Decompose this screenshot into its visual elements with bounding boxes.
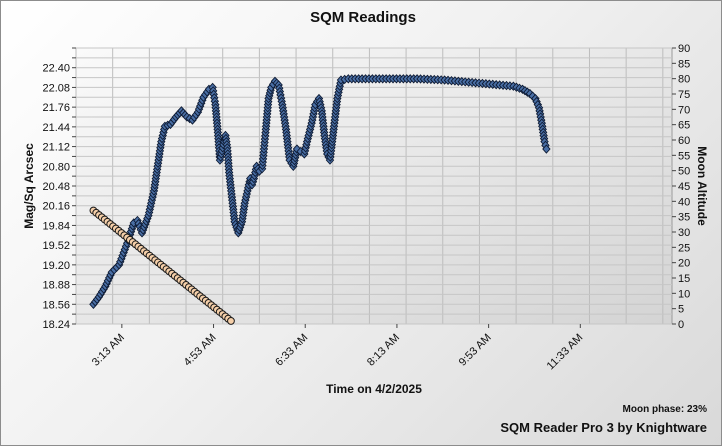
chart-title: SQM Readings (310, 9, 416, 26)
moon-altitude-point (227, 317, 235, 325)
moon-phase-label: Moon phase: 23% (623, 404, 708, 415)
y-tick-label: 18.56 (42, 299, 70, 311)
y2-tick-label: 60 (678, 135, 690, 147)
y2-tick-label: 85 (678, 58, 690, 70)
y2-axis-title: Moon Altitude (695, 146, 709, 226)
y2-tick-label: 25 (678, 242, 690, 254)
y2-tick-label: 35 (678, 212, 690, 224)
y-tick-label: 19.84 (42, 220, 70, 232)
y2-tick-label: 70 (678, 104, 690, 116)
y-tick-label: 21.76 (42, 102, 70, 114)
y-tick-label: 20.16 (42, 201, 70, 213)
x-tick-label: 4:53 AM (182, 332, 219, 369)
y-tick-label: 18.24 (42, 319, 70, 331)
y2-tick-label: 50 (678, 166, 690, 178)
x-tick-label: 9:53 AM (457, 332, 494, 369)
right-axis: 0 5 10 15 20 25 30 35 40 45 50 55 60 65 70 75 80 85 90 (672, 43, 690, 331)
y-tick-label: 19.52 (42, 240, 70, 252)
y-tick-label: 22.40 (42, 63, 70, 75)
y-tick-label: 20.48 (42, 181, 70, 193)
y-tick-label: 19.20 (42, 260, 70, 272)
y2-tick-label: 20 (678, 258, 690, 270)
y2-tick-label: 15 (678, 273, 690, 285)
y2-tick-label: 0 (678, 319, 684, 331)
data-marks (89, 74, 551, 325)
x-tick-label: 8:13 AM (365, 332, 402, 369)
y2-tick-label: 90 (678, 43, 690, 55)
sqm-point (542, 144, 551, 154)
x-axis-title: Time on 4/2/2025 (326, 382, 422, 396)
left-axis: 18.24 18.56 18.88 19.20 19.52 19.84 20.16 20.48… (42, 47, 76, 331)
y-axis-title: Mag/Sq Arcsec (22, 143, 36, 229)
credit-label: SQM Reader Pro 3 by Knightware (500, 420, 707, 435)
y-tick-label: 22.08 (42, 82, 70, 94)
x-tick-label: 6:33 AM (273, 332, 310, 369)
y2-tick-label: 40 (678, 196, 690, 208)
y-tick-label: 21.44 (42, 122, 70, 134)
y-tick-label: 20.80 (42, 161, 70, 173)
y2-tick-label: 5 (678, 304, 684, 316)
y2-tick-label: 55 (678, 150, 690, 162)
y2-tick-label: 75 (678, 89, 690, 101)
x-axis: 3:13 AM 4:53 AM 6:33 AM 8:13 AM 9:53 AM 11:33… (90, 324, 585, 372)
y2-tick-label: 45 (678, 181, 690, 193)
x-tick-label: 11:33 AM (545, 332, 586, 373)
y2-tick-label: 65 (678, 120, 690, 132)
y2-tick-label: 80 (678, 74, 690, 86)
x-tick-label: 3:13 AM (90, 332, 127, 369)
y2-tick-label: 10 (678, 288, 690, 300)
y-tick-label: 18.88 (42, 280, 70, 292)
y-tick-label: 21.12 (42, 142, 70, 154)
y2-tick-label: 30 (678, 227, 690, 239)
